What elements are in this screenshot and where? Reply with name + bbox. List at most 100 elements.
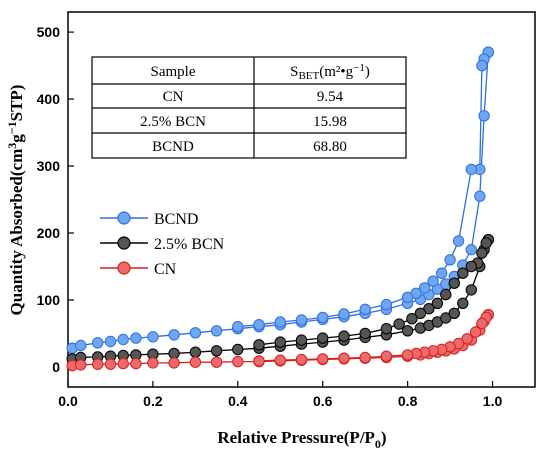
plot-frame	[67, 11, 536, 388]
y-tick-label: 200	[37, 225, 61, 241]
data-point-cn	[295, 353, 308, 366]
data-point-2-5-bcn	[168, 347, 180, 360]
data-point-cn	[147, 357, 159, 369]
data-point-2-5-bcn	[457, 267, 469, 279]
data-point-2-5-bcn	[440, 288, 452, 301]
data-point-2-5-bcn	[232, 343, 244, 356]
data-point-bcnd	[147, 331, 159, 343]
data-point-bcnd	[380, 298, 393, 311]
data-point-cn	[253, 355, 265, 367]
series-layer	[66, 46, 494, 372]
data-point-2-5-bcn	[414, 307, 427, 319]
data-point-bcnd	[168, 329, 180, 341]
data-point-cn	[461, 333, 473, 345]
data-point-bcnd	[75, 339, 87, 352]
y-tick-label: 500	[37, 24, 61, 40]
data-point-cn	[92, 358, 104, 370]
data-point-bcnd	[465, 163, 477, 176]
data-point-cn	[401, 349, 414, 361]
data-point-2-5-bcn	[274, 336, 286, 348]
x-axis-title: Relative Pressure(P/P0)	[217, 428, 386, 451]
data-point-cn	[104, 358, 117, 370]
data-point-bcnd	[359, 303, 371, 315]
data-point-2-5-bcn	[440, 312, 452, 324]
x-axis-ticks: 0.0 0.2 0.4 0.6 0.8 1.0	[58, 381, 502, 409]
table-cell-sample: CN	[163, 89, 184, 105]
data-point-bcnd	[444, 254, 456, 266]
data-point-bcnd	[427, 275, 439, 287]
legend: BCND 2.5% BCN CN	[100, 211, 225, 278]
bet-table: Sample SBET(m²•g−1) CN 9.54 2.5% BCN 15.…	[91, 56, 407, 159]
data-point-cn	[317, 353, 329, 365]
data-point-2-5-bcn	[448, 277, 460, 289]
data-point-2-5-bcn	[465, 284, 477, 296]
legend-label-bcn: 2.5% BCN	[154, 236, 225, 253]
data-point-bcnd	[476, 59, 488, 72]
table-cell-value: 15.98	[313, 114, 347, 130]
data-point-cn	[338, 352, 350, 364]
legend-label-bcnd: BCND	[154, 211, 198, 228]
data-point-bcnd	[317, 311, 329, 324]
x-tick-label: 0.2	[143, 393, 163, 409]
data-point-bcnd	[338, 308, 350, 320]
data-point-bcnd	[401, 291, 414, 303]
data-point-cn	[469, 326, 482, 338]
table-cell-sample: BCND	[152, 139, 194, 155]
data-point-bcnd	[210, 325, 223, 337]
data-point-bcnd	[478, 110, 490, 122]
data-point-bcnd	[104, 335, 117, 348]
data-point-cn	[210, 356, 223, 368]
data-point-bcnd	[130, 332, 142, 344]
data-point-bcnd	[452, 235, 465, 247]
data-point-2-5-bcn	[401, 325, 414, 337]
table-cell-value: 68.80	[313, 139, 347, 155]
table-cell-value: 9.54	[317, 89, 344, 105]
data-point-2-5-bcn	[480, 237, 492, 249]
x-tick-label: 0.6	[313, 393, 333, 409]
data-point-bcnd	[232, 321, 244, 333]
data-point-cn	[380, 350, 393, 362]
data-point-2-5-bcn	[338, 330, 350, 342]
legend-item-bcnd: BCND	[100, 211, 198, 228]
data-point-2-5-bcn	[457, 297, 469, 309]
data-point-2-5-bcn	[317, 332, 329, 344]
data-point-2-5-bcn	[210, 345, 223, 357]
data-point-2-5-bcn	[448, 307, 460, 319]
data-point-bcnd	[474, 190, 486, 202]
data-point-bcnd	[253, 319, 265, 331]
data-point-cn	[274, 354, 286, 366]
data-point-cn	[476, 317, 488, 330]
data-point-bcnd	[295, 314, 308, 326]
legend-label-cn: CN	[154, 261, 177, 278]
table-cell-sample: 2.5% BCN	[140, 114, 206, 130]
y-tick-label: 300	[37, 158, 61, 174]
y-axis-title: Quantity Absorbed(cm3g−1STP)	[5, 85, 26, 316]
data-point-cn	[168, 357, 180, 369]
data-point-bcnd	[189, 327, 202, 339]
x-tick-label: 0.4	[228, 393, 248, 409]
data-point-2-5-bcn	[253, 339, 265, 351]
y-tick-label: 400	[37, 91, 61, 107]
data-point-bcnd	[117, 333, 129, 346]
data-point-2-5-bcn	[189, 346, 202, 358]
data-point-cn	[130, 357, 142, 370]
y-tick-label: 100	[37, 292, 61, 308]
data-point-2-5-bcn	[431, 297, 444, 309]
x-tick-label: 0.0	[58, 393, 78, 409]
legend-marker-bcn	[117, 236, 131, 250]
data-point-bcnd	[418, 282, 431, 294]
data-point-cn	[189, 356, 202, 368]
data-point-2-5-bcn	[406, 313, 418, 325]
table-header-sample: Sample	[151, 64, 196, 80]
data-point-bcnd	[435, 267, 448, 279]
data-point-cn	[232, 355, 244, 368]
x-tick-label: 0.8	[398, 393, 418, 409]
data-point-cn	[75, 359, 87, 371]
data-point-bcnd	[92, 337, 104, 349]
legend-item-bcn: 2.5% BCN	[100, 236, 225, 253]
legend-marker-cn	[117, 261, 131, 275]
x-tick-label: 1.0	[483, 393, 503, 409]
data-point-cn	[117, 357, 129, 370]
data-point-2-5-bcn	[393, 318, 405, 330]
series-cn	[66, 309, 494, 372]
